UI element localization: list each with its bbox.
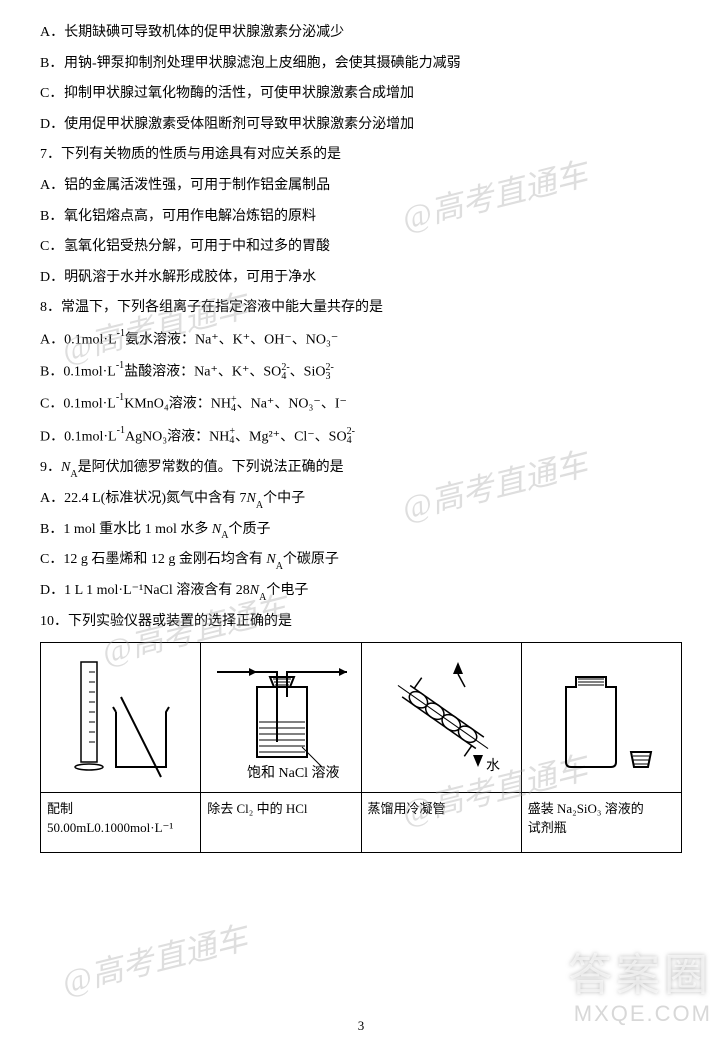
- option-text: D．使用促甲状腺激素受体阻断剂可导致甲状腺激素分泌增加: [40, 112, 682, 139]
- option-text: A．22.4 L(标准状况)氮气中含有 7NA个中子: [40, 486, 682, 513]
- question-stem: 8．常温下，下列各组离子在指定溶液中能大量共存的是: [40, 295, 682, 322]
- svg-text:饱和 NaCl 溶液: 饱和 NaCl 溶液: [247, 765, 340, 781]
- option-text: C．氢氧化铝受热分解，可用于中和过多的胃酸: [40, 234, 682, 261]
- svg-text:水: 水: [486, 758, 500, 774]
- question-stem: 7．下列有关物质的性质与用途具有对应关系的是: [40, 142, 682, 169]
- option-text: D．0.1mol·L-1AgNO₃溶液：NH+4、Mg²⁺、Cl⁻、SO2-4: [40, 423, 682, 451]
- reagent-bottle-icon: [536, 652, 666, 782]
- question-stem: 9．NA是阿伏加德罗常数的值。下列说法正确的是: [40, 455, 682, 482]
- cell-text-2: 除去 Cl₂ 中的 HCl: [201, 792, 361, 852]
- question-stem: 10．下列实验仪器或装置的选择正确的是: [40, 609, 682, 636]
- graduated-cylinder-icon: [61, 652, 181, 782]
- cell-image-1: [41, 642, 201, 792]
- cell-image-2: 饱和 NaCl 溶液: [201, 642, 361, 792]
- option-text: D．1 L 1 mol·L⁻¹NaCl 溶液含有 28NA个电子: [40, 578, 682, 605]
- option-text: A．长期缺碘可导致机体的促甲状腺激素分泌减少: [40, 20, 682, 47]
- option-text: C．0.1mol·L-1KMnO₄溶液：NH+4、Na⁺、NO₃⁻、I⁻: [40, 390, 682, 418]
- cell-text-1: 配制 50.00mL0.1000mol·L⁻¹: [41, 792, 201, 852]
- option-text: B．氧化铝熔点高，可用作电解冶炼铝的原料: [40, 204, 682, 231]
- option-text: B．0.1mol·L-1盐酸溶液：Na⁺、K⁺、SO2-4、SiO2-3: [40, 358, 682, 386]
- option-text: B．用钠-钾泵抑制剂处理甲状腺滤泡上皮细胞，会使其摄碘能力减弱: [40, 51, 682, 78]
- cell-text-3: 蒸馏用冷凝管: [361, 792, 521, 852]
- option-text: A．0.1mol·L-1氨水溶液：Na⁺、K⁺、OH⁻、NO₃⁻: [40, 326, 682, 354]
- option-text: B．1 mol 重水比 1 mol 水多 NA个质子: [40, 517, 682, 544]
- option-text: C．12 g 石墨烯和 12 g 金刚石均含有 NA个碳原子: [40, 547, 682, 574]
- watermark: @高考直通车: [55, 908, 254, 1013]
- gas-washing-bottle-icon: 饱和 NaCl 溶液: [207, 652, 357, 782]
- cell-image-4: [521, 642, 681, 792]
- cell-image-3: 水: [361, 642, 521, 792]
- condenser-icon: 水: [368, 652, 518, 782]
- option-text: D．明矾溶于水并水解形成胶体，可用于净水: [40, 265, 682, 292]
- option-text: C．抑制甲状腺过氧化物酶的活性，可使甲状腺激素合成增加: [40, 81, 682, 108]
- bottom-watermark: 答案圈 MXQE.COM: [568, 958, 712, 1035]
- cell-text-4: 盛装 Na₂SiO₃ 溶液的 试剂瓶: [521, 792, 681, 852]
- experiment-table: 饱和 NaCl 溶液: [40, 642, 682, 853]
- page-number: 3: [358, 1014, 365, 1039]
- option-text: A．铝的金属活泼性强，可用于制作铝金属制品: [40, 173, 682, 200]
